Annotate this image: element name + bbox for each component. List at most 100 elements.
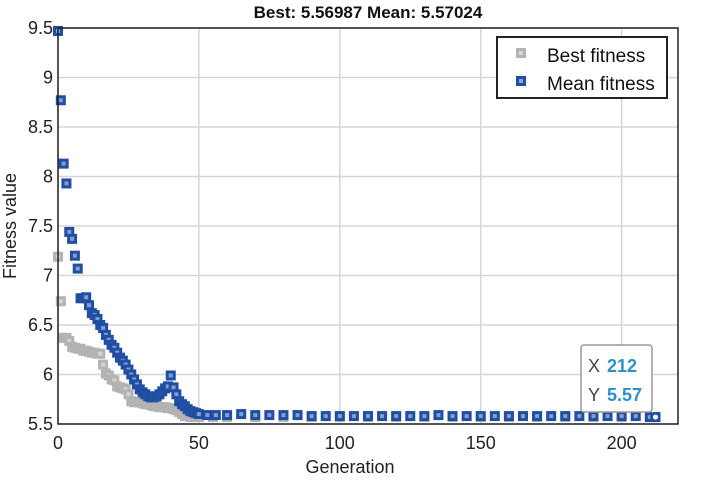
data-point — [168, 382, 179, 393]
data-point-highlight — [619, 414, 624, 419]
data-point — [171, 389, 182, 400]
y-axis-label: Fitness value — [0, 173, 20, 279]
datatip[interactable]: X 212 Y 5.57 — [580, 344, 660, 422]
data-point — [602, 411, 613, 422]
data-point — [210, 410, 221, 421]
data-point-highlight — [58, 299, 63, 304]
data-point — [95, 348, 106, 359]
legend-marker-mean-center — [519, 79, 523, 83]
data-point — [503, 411, 514, 422]
data-point — [202, 410, 213, 421]
data-point — [250, 410, 261, 421]
data-point — [644, 412, 655, 423]
data-point — [67, 233, 78, 244]
data-point — [123, 389, 134, 400]
data-point — [222, 410, 233, 421]
datatip-marker[interactable] — [650, 412, 660, 422]
data-point-highlight — [196, 412, 201, 417]
data-point-highlight — [267, 413, 272, 418]
x-tick-label: 150 — [466, 433, 496, 453]
data-point — [109, 375, 120, 386]
data-point — [419, 411, 430, 422]
data-point-highlight — [605, 414, 610, 419]
x-tick-labels: 0 50 100 150 200 — [53, 433, 637, 453]
data-point-highlight — [98, 351, 103, 356]
plot-frame — [57, 27, 679, 425]
data-point-highlight — [165, 384, 170, 389]
data-point — [55, 95, 66, 106]
data-point — [433, 410, 444, 421]
data-point — [64, 335, 75, 346]
datatip-box[interactable] — [580, 344, 653, 413]
y-tick-label: 7 — [43, 266, 53, 286]
data-point-highlight — [563, 414, 568, 419]
y-tick-label: 9 — [43, 68, 53, 88]
data-point — [518, 411, 528, 422]
data-point — [546, 411, 557, 422]
x-axis-label: Generation — [305, 457, 394, 477]
data-point-highlight — [225, 413, 230, 418]
legend: Best fitness Mean fitness — [496, 36, 668, 99]
data-point-highlight — [295, 413, 300, 418]
data-point — [461, 411, 472, 422]
data-point-highlight — [366, 414, 370, 419]
data-point — [447, 411, 458, 422]
data-point-highlight — [101, 325, 106, 330]
data-point — [98, 359, 109, 370]
x-tick-label: 100 — [325, 433, 355, 453]
data-point — [348, 411, 359, 422]
data-point-highlight — [535, 414, 540, 419]
data-point — [489, 411, 500, 422]
data-point-highlight — [577, 414, 582, 419]
data-point-highlight — [591, 414, 596, 419]
x-tick-label: 200 — [607, 433, 637, 453]
data-point-highlight — [64, 181, 69, 186]
data-point-highlight — [492, 414, 497, 419]
x-tick-label: 50 — [189, 433, 209, 453]
data-point-highlight — [95, 317, 100, 322]
data-point-highlight — [380, 414, 385, 419]
data-point-highlight — [87, 303, 91, 308]
datatip-y-value: 5.57 — [607, 385, 642, 405]
data-point-highlight — [351, 414, 356, 419]
datatip-y-label: Y — [588, 385, 600, 405]
data-point-highlight — [633, 414, 638, 419]
datatip-x-value: 212 — [607, 356, 637, 376]
data-point — [616, 411, 627, 422]
data-point-highlight — [205, 413, 210, 418]
y-tick-label: 7.5 — [28, 216, 53, 236]
data-point — [98, 322, 109, 333]
series-1 — [53, 25, 661, 423]
data-point-highlight — [464, 414, 469, 419]
data-point-highlight — [67, 229, 72, 234]
data-point-highlight — [67, 338, 72, 343]
data-point-highlight — [408, 414, 413, 419]
data-point-highlight — [213, 413, 218, 418]
data-point-highlight — [394, 414, 399, 419]
y-tick-labels: 5.5 6 6.5 7 7.5 8 8.5 9 9.5 — [28, 18, 53, 434]
data-point — [475, 411, 486, 422]
data-point — [560, 411, 571, 422]
data-point — [588, 411, 599, 422]
data-point-highlight — [239, 412, 244, 417]
y-tick-label: 6 — [43, 365, 53, 385]
y-tick-label: 5.5 — [28, 414, 53, 434]
data-point — [405, 411, 416, 422]
legend-marker-best-center — [519, 51, 523, 55]
data-point-highlight — [101, 362, 106, 367]
data-point-highlight — [84, 295, 89, 300]
data-point-highlight — [309, 414, 314, 419]
data-point-highlight — [61, 161, 66, 166]
legend-label-best: Best fitness — [547, 46, 645, 67]
data-point-highlight — [168, 373, 173, 378]
data-point — [58, 158, 69, 169]
data-point-highlight — [171, 385, 176, 390]
legend-label-mean: Mean fitness — [547, 74, 655, 95]
data-point — [165, 370, 176, 381]
data-point — [162, 381, 173, 392]
y-tick-label: 6.5 — [28, 315, 53, 335]
data-point-highlight — [72, 253, 77, 258]
data-point-highlight — [436, 413, 441, 418]
data-point-highlight — [75, 266, 80, 271]
